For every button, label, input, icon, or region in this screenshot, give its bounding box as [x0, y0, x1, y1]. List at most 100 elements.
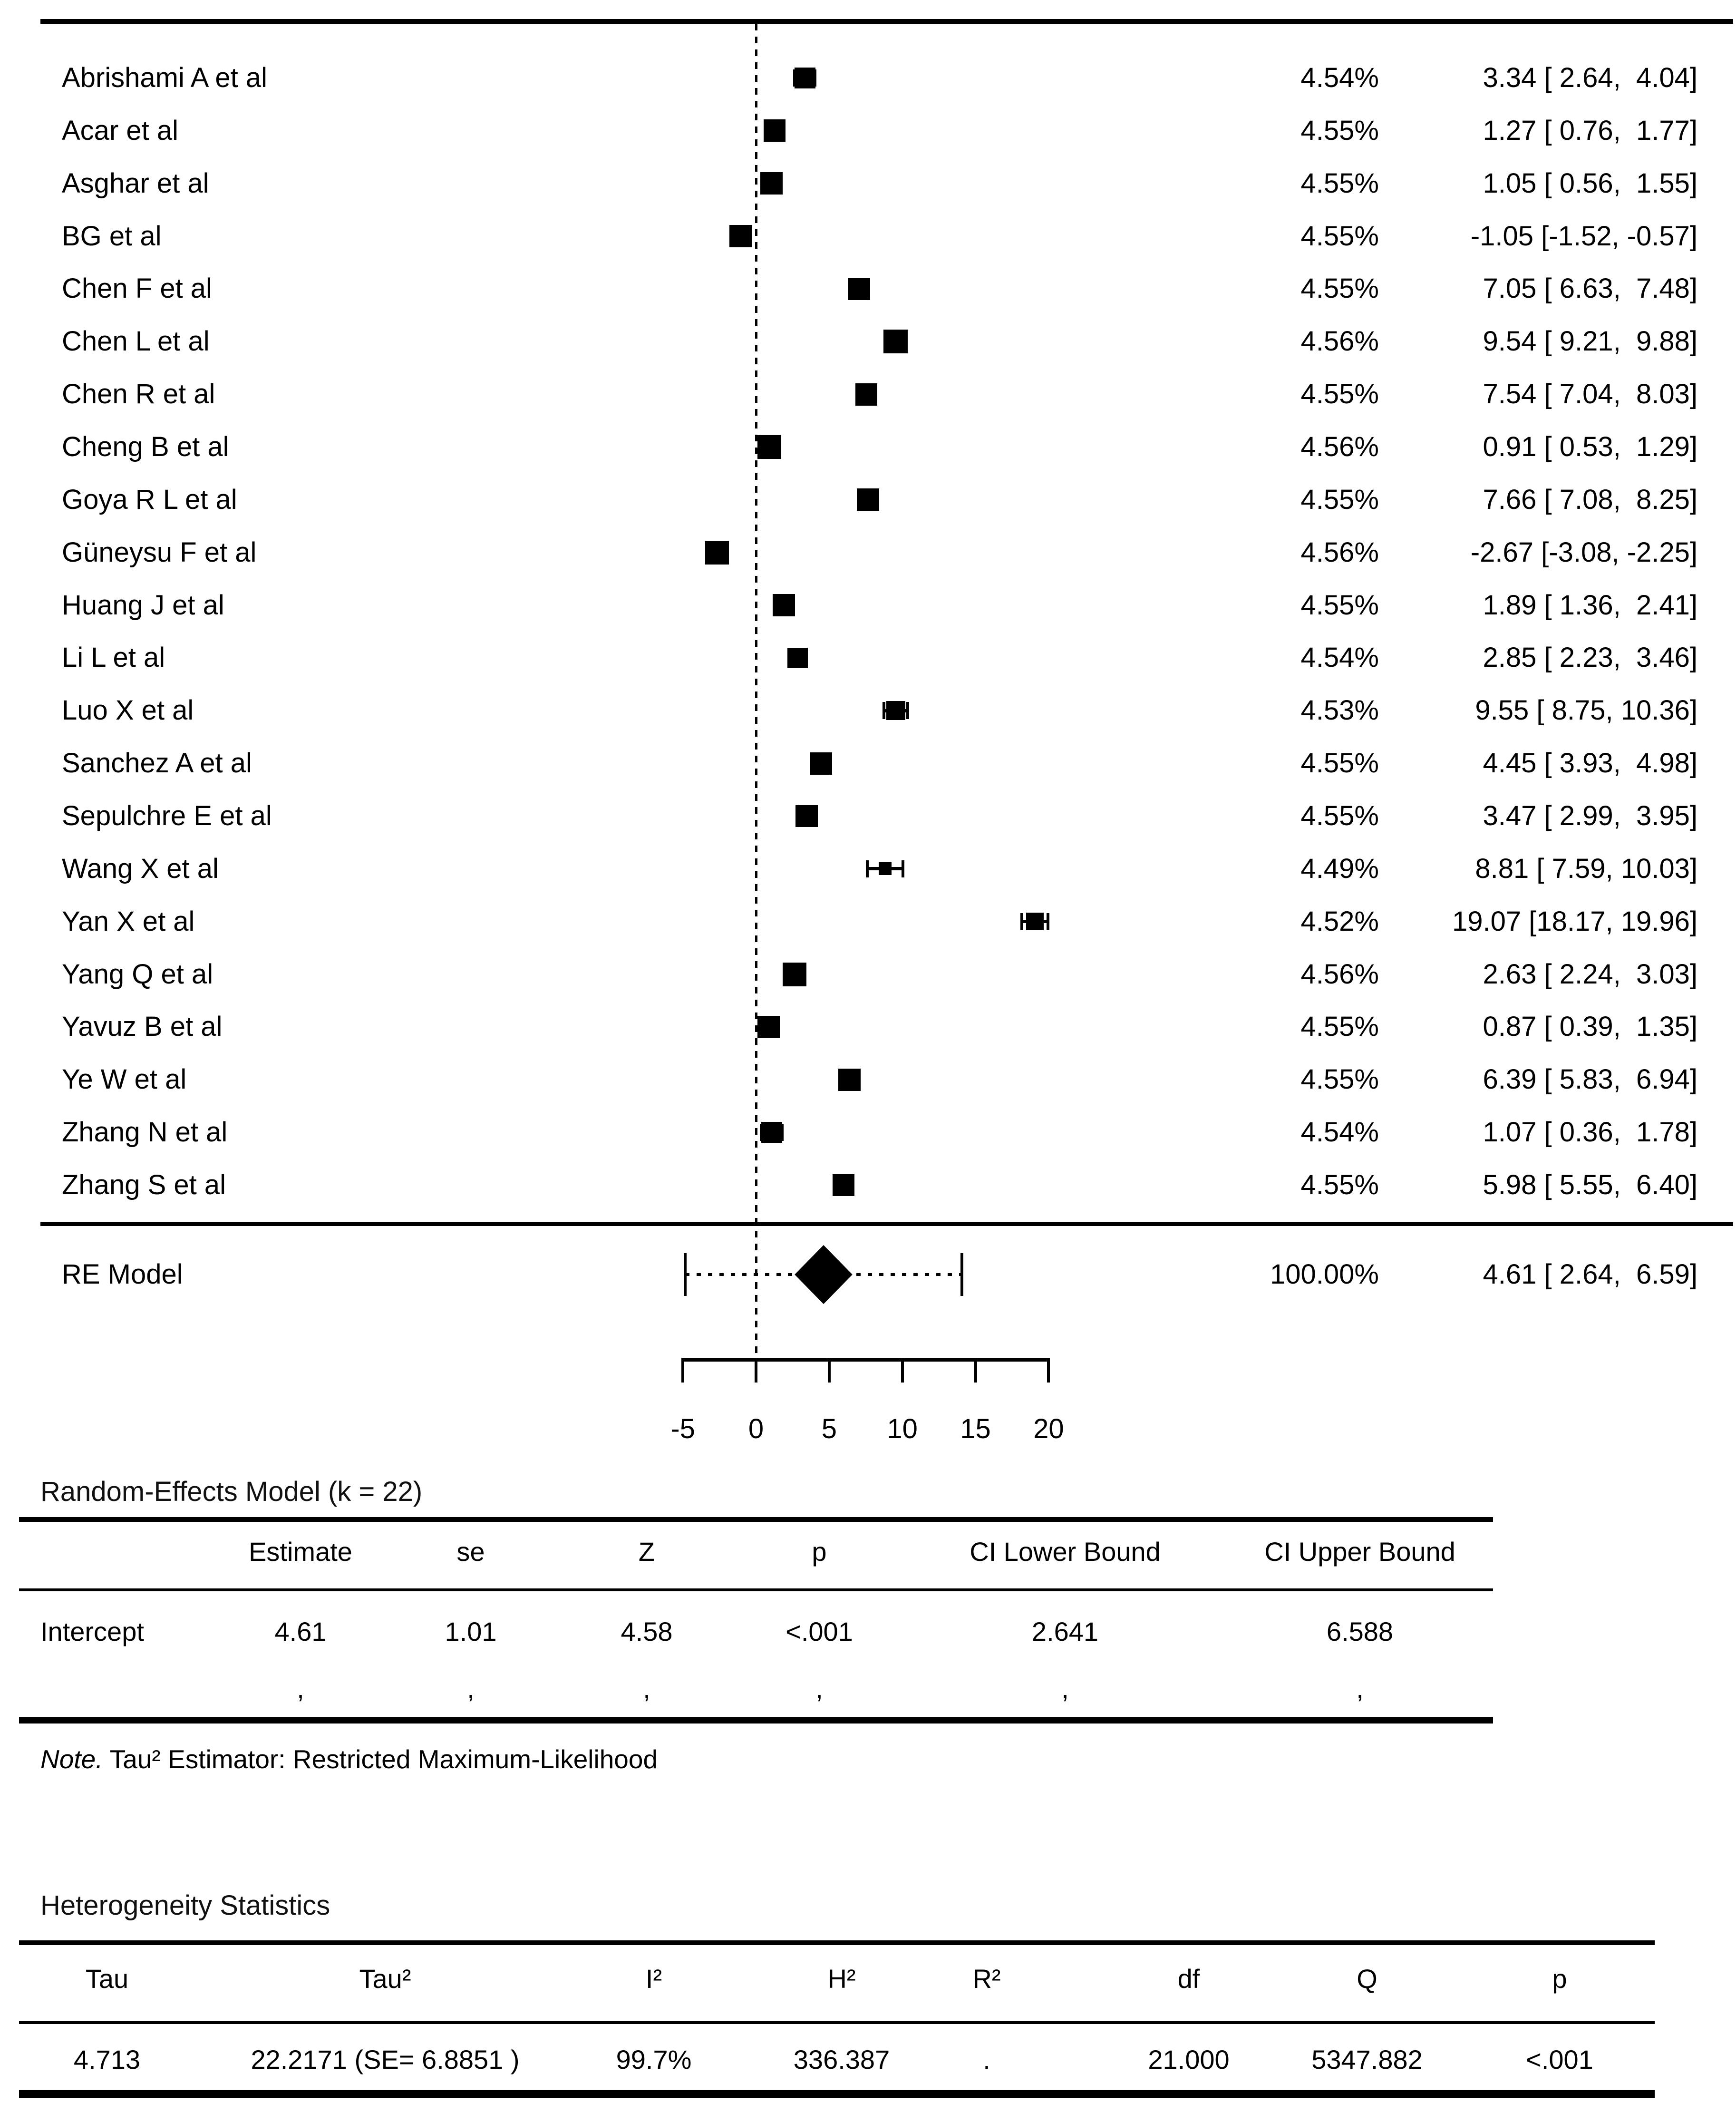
study-estimate-text: 1.27 [ 0.76, 1.77] [1483, 115, 1697, 146]
study-estimate-text: 3.34 [ 2.64, 4.04] [1483, 62, 1697, 93]
study-label: Goya R L et al [62, 484, 237, 515]
study-estimate-text: 9.54 [ 9.21, 9.88] [1483, 326, 1697, 357]
axis-tick [1047, 1358, 1050, 1383]
study-label: Huang J et al [62, 589, 224, 621]
het-table-bottom-rule [19, 2090, 1655, 2098]
study-weight: 4.55% [1300, 379, 1379, 410]
study-label: Yan X et al [62, 906, 195, 937]
het-header-cell: R² [972, 1964, 1001, 1994]
study-weight: 4.55% [1300, 1169, 1379, 1201]
estimate-square [855, 383, 878, 406]
study-label: Li L et al [62, 642, 165, 673]
study-label: Yang Q et al [62, 958, 213, 990]
estimate-square [810, 752, 833, 775]
estimate-square [782, 962, 806, 986]
het-value-cell: 21.000 [1148, 2045, 1230, 2074]
table-header-cell: CI Lower Bound [970, 1537, 1161, 1567]
table-header-cell: Z [638, 1537, 655, 1567]
het-value-cell: 336.387 [793, 2045, 890, 2074]
study-weight: 4.55% [1300, 115, 1379, 146]
table-header-cell: Estimate [249, 1537, 352, 1567]
study-weight: 4.56% [1300, 326, 1379, 357]
study-estimate-text: 8.81 [ 7.59, 10.03] [1475, 853, 1697, 884]
study-label: Zhang S et al [62, 1169, 226, 1201]
axis-tick-label: 10 [887, 1413, 918, 1444]
table-cell: 4.58 [621, 1616, 673, 1646]
ci-cap-left [760, 1124, 763, 1141]
estimate-square [795, 68, 815, 88]
study-weight: 4.56% [1300, 431, 1379, 463]
study-estimate-text: 7.66 [ 7.08, 8.25] [1483, 484, 1697, 515]
study-estimate-text: 1.05 [ 0.56, 1.55] [1483, 167, 1697, 199]
estimate-square [705, 540, 729, 565]
estimate-square [838, 1068, 861, 1091]
het-header-cell: Tau [85, 1964, 129, 1994]
study-estimate-text: 7.05 [ 6.63, 7.48] [1483, 273, 1697, 304]
study-weight: 4.55% [1300, 1011, 1379, 1042]
zero-reference-line [755, 24, 757, 1358]
summary-weight: 100.00% [1270, 1259, 1379, 1290]
study-weight: 4.55% [1300, 167, 1379, 199]
estimate-square [761, 1122, 782, 1143]
prediction-interval-cap-left [684, 1253, 687, 1296]
study-weight: 4.56% [1300, 536, 1379, 568]
estimate-square [832, 1174, 855, 1197]
estimate-square [857, 488, 880, 511]
het-table-top-rule [19, 1940, 1655, 1945]
table-cell: 2.641 [1031, 1616, 1099, 1646]
study-estimate-text: 2.85 [ 2.23, 3.46] [1483, 642, 1697, 673]
table-cell: 6.588 [1326, 1616, 1394, 1646]
axis-tick-label: 0 [748, 1413, 764, 1444]
study-estimate-text: 1.07 [ 0.36, 1.78] [1483, 1117, 1697, 1148]
re-table-bottom-rule [19, 1717, 1493, 1724]
study-label: Acar et al [62, 115, 178, 146]
study-weight: 4.55% [1300, 220, 1379, 252]
study-estimate-text: 19.07 [18.17, 19.96] [1452, 906, 1697, 937]
ci-cap-right [1047, 913, 1050, 930]
note-text: Tau² Estimator: Restricted Maximum-Likel… [103, 1744, 658, 1774]
het-table-header-rule [19, 2021, 1655, 2024]
table-header-cell: CI Upper Bound [1264, 1537, 1455, 1567]
het-value-cell: 4.713 [73, 2045, 141, 2074]
axis-tick [681, 1358, 685, 1383]
study-weight: 4.55% [1300, 484, 1379, 515]
study-estimate-text: 3.47 [ 2.99, 3.95] [1483, 800, 1697, 832]
x-axis-line [683, 1358, 1049, 1362]
study-estimate-text: -2.67 [-3.08, -2.25] [1470, 536, 1697, 568]
estimate-square [757, 435, 782, 459]
het-table-title: Heterogeneity Statistics [40, 1890, 330, 1921]
axis-tick-label: 20 [1033, 1413, 1064, 1444]
estimate-square [760, 172, 783, 195]
study-weight: 4.53% [1300, 695, 1379, 726]
study-weight: 4.54% [1300, 62, 1379, 93]
tau-estimator-note: Note. Tau² Estimator: Restricted Maximum… [40, 1744, 658, 1774]
study-label: Wang X et al [62, 853, 219, 884]
estimate-square [1026, 913, 1044, 931]
study-label: Chen F et al [62, 273, 212, 304]
table-cell: <.001 [786, 1616, 853, 1646]
study-weight: 4.54% [1300, 1117, 1379, 1148]
study-weight: 4.55% [1300, 800, 1379, 832]
estimate-square [763, 119, 786, 142]
table-footer-mark: , [467, 1674, 475, 1704]
axis-tick [974, 1358, 977, 1383]
het-value-cell: <.001 [1526, 2045, 1593, 2074]
study-weight: 4.55% [1300, 273, 1379, 304]
estimate-square [795, 805, 818, 828]
axis-tick [755, 1358, 757, 1383]
study-weight: 4.55% [1300, 1064, 1379, 1095]
het-value-cell: 99.7% [616, 2045, 692, 2074]
study-label: Asghar et al [62, 167, 209, 199]
study-label: Abrishami A et al [62, 62, 267, 93]
study-estimate-text: 0.87 [ 0.39, 1.35] [1483, 1011, 1697, 1042]
study-weight: 4.54% [1300, 642, 1379, 673]
het-value-cell: 5347.882 [1311, 2045, 1423, 2074]
ci-cap-right [901, 860, 904, 877]
study-label: Cheng B et al [62, 431, 229, 463]
study-label: Sanchez A et al [62, 748, 252, 779]
re-table-title: Random-Effects Model (k = 22) [40, 1476, 423, 1507]
summary-diamond [795, 1245, 853, 1304]
study-estimate-text: 0.91 [ 0.53, 1.29] [1483, 431, 1697, 463]
study-estimate-text: 1.89 [ 1.36, 2.41] [1483, 589, 1697, 621]
